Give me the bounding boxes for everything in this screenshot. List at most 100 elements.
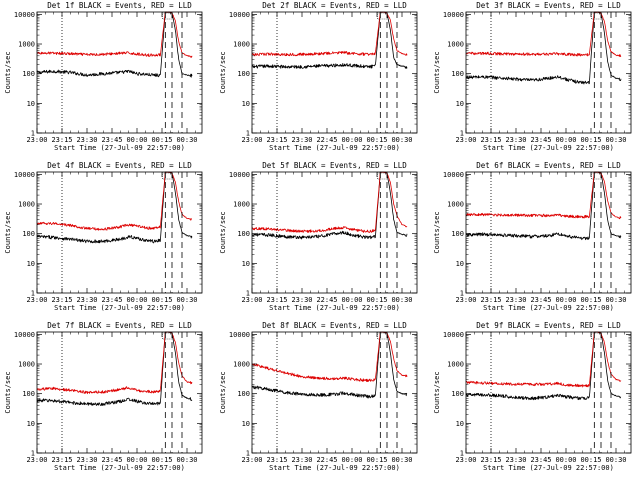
y-axis-label: Counts/sec bbox=[219, 211, 227, 253]
peak-box bbox=[591, 332, 602, 340]
x-tick-label: 23:30 bbox=[76, 296, 97, 304]
y-tick-label: 100 bbox=[22, 230, 35, 238]
x-tick-label: 23:15 bbox=[51, 136, 72, 144]
x-axis-label: Start Time (27-Jul-09 22:57:00) bbox=[483, 304, 614, 312]
peak-box bbox=[162, 12, 173, 20]
x-tick-label: 00:00 bbox=[341, 456, 362, 464]
x-tick-label: 00:00 bbox=[126, 456, 147, 464]
chart-panel-7: Det 7f BLACK = Events, RED = LLD 1 10 100 10… bbox=[4, 321, 203, 472]
x-tick-label: 00:15 bbox=[151, 136, 172, 144]
plot-frame bbox=[465, 331, 632, 454]
chart-title: Det 2f BLACK = Events, RED = LLD bbox=[262, 1, 407, 10]
series-line-lld bbox=[37, 171, 193, 231]
x-axis-label: Start Time (27-Jul-09 22:57:00) bbox=[269, 304, 400, 312]
peak-box bbox=[162, 172, 173, 180]
x-tick-label: 23:15 bbox=[266, 296, 287, 304]
plot-frame bbox=[36, 331, 203, 454]
plot-frame bbox=[36, 171, 203, 294]
x-tick-label: 23:00 bbox=[26, 456, 47, 464]
series-line-events bbox=[36, 171, 193, 244]
series-line-lld bbox=[465, 331, 622, 388]
y-tick-label: 100 bbox=[22, 390, 35, 398]
y-tick-label: 1000 bbox=[233, 41, 250, 49]
y-tick-label: 10000 bbox=[14, 331, 35, 339]
x-tick-label: 23:30 bbox=[291, 136, 312, 144]
y-tick-label: 100 bbox=[237, 390, 250, 398]
x-tick-label: 23:00 bbox=[455, 136, 476, 144]
x-tick-label: 00:00 bbox=[555, 456, 576, 464]
x-tick-label: 00:30 bbox=[176, 456, 197, 464]
y-tick-label: 1 bbox=[246, 450, 250, 458]
x-tick-label: 00:00 bbox=[126, 296, 147, 304]
x-tick-label: 00:15 bbox=[366, 456, 387, 464]
peak-box bbox=[591, 12, 602, 20]
y-axis-label: Counts/sec bbox=[4, 51, 12, 93]
chart-title: Det 6f BLACK = Events, RED = LLD bbox=[476, 161, 621, 170]
y-tick-label: 10000 bbox=[229, 11, 250, 19]
x-tick-label: 00:30 bbox=[605, 136, 626, 144]
x-axis-label: Start Time (27-Jul-09 22:57:00) bbox=[269, 144, 400, 152]
series-line-events bbox=[251, 331, 408, 399]
chart-panel-6: Det 6f BLACK = Events, RED = LLD 1 10 100 10… bbox=[433, 161, 632, 312]
x-tick-label: 23:00 bbox=[241, 296, 262, 304]
x-axis-label: Start Time (27-Jul-09 22:57:00) bbox=[269, 464, 400, 472]
x-tick-label: 00:30 bbox=[391, 296, 412, 304]
x-tick-label: 00:30 bbox=[176, 136, 197, 144]
y-tick-label: 1000 bbox=[18, 201, 35, 209]
y-tick-label: 1000 bbox=[233, 201, 250, 209]
x-tick-label: 23:15 bbox=[51, 456, 72, 464]
chart-panel-3: Det 3f BLACK = Events, RED = LLD 1 10 100 10… bbox=[433, 1, 632, 152]
x-tick-label: 23:00 bbox=[26, 136, 47, 144]
x-tick-label: 22:45 bbox=[316, 136, 337, 144]
series-line-lld bbox=[251, 331, 408, 383]
y-tick-label: 1000 bbox=[233, 361, 250, 369]
x-tick-label: 23:45 bbox=[101, 136, 122, 144]
series-line-events bbox=[36, 331, 193, 406]
x-tick-label: 23:00 bbox=[455, 456, 476, 464]
chart-title: Det 5f BLACK = Events, RED = LLD bbox=[262, 161, 407, 170]
x-tick-label: 22:45 bbox=[316, 456, 337, 464]
plot-frame bbox=[251, 171, 418, 294]
peak-box bbox=[591, 172, 602, 180]
y-axis-label: Counts/sec bbox=[4, 371, 12, 413]
x-tick-label: 23:30 bbox=[505, 296, 526, 304]
x-tick-label: 00:15 bbox=[151, 296, 172, 304]
plot-frame bbox=[251, 11, 418, 134]
x-tick-label: 23:30 bbox=[505, 456, 526, 464]
y-tick-label: 100 bbox=[237, 230, 250, 238]
x-tick-label: 23:30 bbox=[76, 456, 97, 464]
x-axis-label: Start Time (27-Jul-09 22:57:00) bbox=[54, 304, 185, 312]
x-tick-label: 00:30 bbox=[391, 456, 412, 464]
x-tick-label: 23:15 bbox=[266, 456, 287, 464]
chart-title: Det 3f BLACK = Events, RED = LLD bbox=[476, 1, 621, 10]
chart-title: Det 8f BLACK = Events, RED = LLD bbox=[262, 321, 407, 330]
x-tick-label: 00:15 bbox=[151, 456, 172, 464]
y-tick-label: 10 bbox=[456, 420, 464, 428]
x-tick-label: 00:00 bbox=[126, 136, 147, 144]
y-tick-label: 10000 bbox=[14, 11, 35, 19]
peak-box bbox=[377, 332, 388, 340]
y-tick-label: 1 bbox=[246, 130, 250, 138]
y-tick-label: 1000 bbox=[447, 41, 464, 49]
y-tick-label: 10000 bbox=[443, 11, 464, 19]
y-tick-label: 1 bbox=[31, 130, 35, 138]
chart-panel-5: Det 5f BLACK = Events, RED = LLD 1 10 100 10… bbox=[219, 161, 418, 312]
chart-panel-9: Det 9f BLACK = Events, RED = LLD 1 10 100 10… bbox=[433, 321, 632, 472]
y-tick-label: 10 bbox=[27, 420, 35, 428]
y-tick-label: 10 bbox=[456, 260, 464, 268]
y-axis-label: Counts/sec bbox=[219, 371, 227, 413]
plot-frame bbox=[36, 11, 203, 134]
x-axis-label: Start Time (27-Jul-09 22:57:00) bbox=[54, 144, 185, 152]
y-tick-label: 1 bbox=[460, 290, 464, 298]
x-tick-label: 23:30 bbox=[291, 296, 312, 304]
x-tick-label: 00:30 bbox=[176, 296, 197, 304]
y-tick-label: 1 bbox=[31, 290, 35, 298]
y-tick-label: 10 bbox=[456, 100, 464, 108]
chart-panel-8: Det 8f BLACK = Events, RED = LLD 1 10 100 10… bbox=[219, 321, 418, 472]
y-tick-label: 100 bbox=[451, 70, 464, 78]
x-axis-label: Start Time (27-Jul-09 22:57:00) bbox=[54, 464, 185, 472]
series-line-events bbox=[465, 331, 622, 401]
peak-box bbox=[377, 12, 388, 20]
plot-frame bbox=[465, 171, 632, 294]
